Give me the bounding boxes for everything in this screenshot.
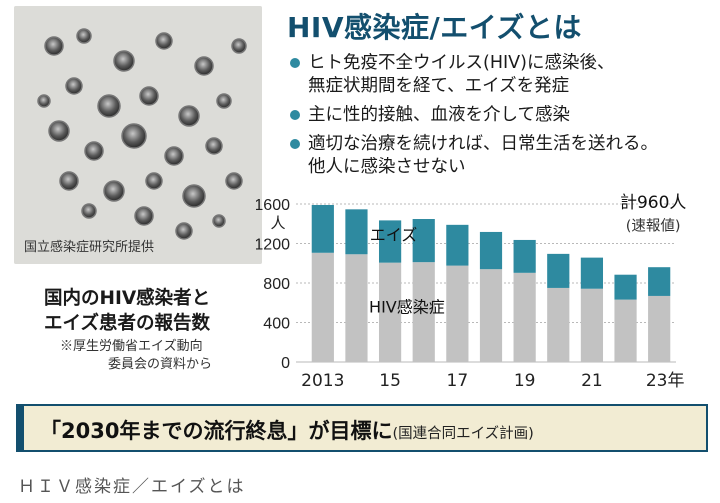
chart-note-line: 委員会の資料から <box>108 357 213 372</box>
page-caption: ＨＩＶ感染症／エイズとは <box>18 477 246 497</box>
bar-segment <box>446 265 469 362</box>
bullet-item: 適切な治療を続ければ、日常生活を送れる。 他人に感染させない <box>290 133 710 179</box>
x-tick-label: 23年 <box>646 371 685 391</box>
bullet-item: ヒト免疫不全ウイルス(HIV)に感染後、 無症状期間を経て、エイズを発症 <box>290 52 710 98</box>
virus-particle <box>178 105 200 127</box>
infographic: 国立感染症研究所提供 HIV感染症/エイズとは ヒト免疫不全ウイルス(HIV)に… <box>14 6 710 452</box>
virus-particle <box>225 172 243 190</box>
bar-segment <box>378 262 402 362</box>
bullet-line: 他人に感染させない <box>308 157 466 177</box>
bullet-item: 主に性的接触、血液を介して感染 <box>290 104 710 127</box>
x-tick-label: 19 <box>514 371 536 391</box>
virus-particle <box>155 32 173 50</box>
virus-particle <box>103 180 125 202</box>
virus-particle <box>175 222 193 240</box>
bullet-line: ヒト免疫不全ウイルス(HIV)に感染後、 <box>308 53 615 73</box>
virus-particle <box>182 184 206 208</box>
virus-particle <box>84 141 104 161</box>
virus-particle <box>81 203 97 219</box>
virus-particle <box>76 28 92 44</box>
virus-particle <box>194 56 214 76</box>
x-tick-label: 15 <box>379 371 401 391</box>
bar-segment <box>479 269 503 362</box>
bullet-line: 主に性的接触、血液を介して感染 <box>308 105 570 125</box>
series-label-hiv: HIV感染症 <box>369 298 445 317</box>
bar-segment <box>479 231 503 270</box>
bar-segment <box>446 224 469 266</box>
bar-segment <box>345 209 368 255</box>
x-tick-label: 17 <box>447 371 469 391</box>
bar-segment <box>311 252 334 362</box>
bar-segment <box>311 204 334 253</box>
bar-segment <box>345 254 368 362</box>
y-unit-label: 人 <box>270 214 285 232</box>
x-tick-label: 2013 <box>301 371 344 391</box>
bar-segment <box>580 288 604 362</box>
virus-particle <box>139 86 159 106</box>
virus-particle <box>59 171 79 191</box>
chart-note-line: ※厚生労働省エイズ動向 <box>60 339 203 354</box>
bar-segment <box>614 299 637 362</box>
chart-caption-line: エイズ患者の報告数 <box>44 313 210 334</box>
bullet-line: 無症状期間を経て、エイズを発症 <box>308 76 570 96</box>
bar-segment <box>648 295 671 362</box>
virus-particle <box>65 77 83 95</box>
virus-particle <box>134 206 154 226</box>
banner-sub: (国連合同エイズ計画) <box>392 426 534 442</box>
virus-particle <box>121 123 147 149</box>
chart-caption-line: 国内のHIV感染者と <box>44 288 211 309</box>
bar-segment <box>580 257 604 289</box>
y-tick-label: 800 <box>263 276 290 293</box>
bar-segment <box>412 262 435 362</box>
banner-main: 「2030年までの流行終息」が目標に <box>40 419 393 443</box>
bar-segment <box>648 267 671 296</box>
virus-particle <box>97 94 121 118</box>
bar-segment <box>547 253 570 288</box>
virus-particle <box>48 120 70 142</box>
photo-credit: 国立感染症研究所提供 <box>24 240 155 255</box>
goal-banner: 「2030年までの流行終息」が目標に(国連合同エイズ計画) <box>16 404 708 452</box>
virus-particle <box>216 93 232 109</box>
bar-segment <box>378 220 402 263</box>
total-annotation-note: (速報値) <box>626 218 681 235</box>
virus-particles-image <box>14 6 262 264</box>
virus-particle <box>145 172 163 190</box>
bullet-line: 適切な治療を続ければ、日常生活を送れる。 <box>308 134 658 154</box>
x-tick-label: 21 <box>581 371 603 391</box>
bar-segment <box>513 239 536 273</box>
virus-particle <box>231 38 247 54</box>
virus-particle <box>44 36 64 56</box>
virus-micrograph <box>14 6 262 264</box>
virus-particle <box>205 137 223 155</box>
virus-particle <box>113 50 135 72</box>
bullet-list: ヒト免疫不全ウイルス(HIV)に感染後、 無症状期間を経て、エイズを発症 主に性… <box>290 52 710 185</box>
bar-segment <box>513 272 536 362</box>
banner-accent <box>18 406 24 450</box>
banner-text: 「2030年までの流行終息」が目標に(国連合同エイズ計画) <box>40 415 534 445</box>
bar-segment <box>412 219 435 263</box>
y-tick-label: 1200 <box>256 237 290 254</box>
bullet-dot-icon <box>290 139 300 149</box>
virus-particle <box>212 214 226 228</box>
chart-source-note: ※厚生労働省エイズ動向 委員会の資料から <box>60 338 212 374</box>
virus-particle <box>164 146 184 166</box>
y-tick-label: 1600 <box>256 197 290 214</box>
virus-particle <box>37 94 51 108</box>
bar-segment <box>614 274 637 300</box>
series-label-aids: エイズ <box>370 226 418 245</box>
bar-segment <box>547 287 570 362</box>
figure-title: HIV感染症/エイズとは <box>287 11 582 44</box>
bullet-dot-icon <box>290 58 300 68</box>
chart-caption: 国内のHIV感染者と エイズ患者の報告数 <box>44 286 210 336</box>
y-tick-label: 400 <box>263 316 290 333</box>
y-tick-label: 0 <box>281 355 290 372</box>
total-annotation: 計960人 <box>620 193 686 213</box>
bullet-dot-icon <box>290 110 300 120</box>
